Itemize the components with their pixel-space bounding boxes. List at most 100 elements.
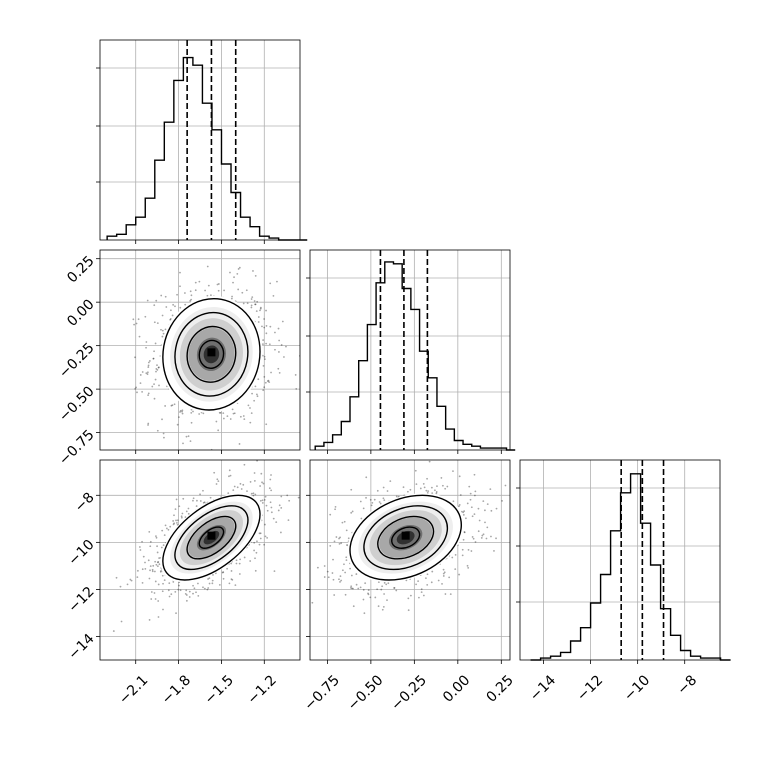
histogram-step (314, 261, 516, 451)
sample-point (214, 572, 217, 575)
sample-point (218, 411, 221, 414)
sample-point (250, 492, 253, 495)
sample-point (202, 501, 205, 504)
sample-point (333, 594, 336, 596)
sample-point (145, 346, 147, 349)
sample-point (231, 579, 234, 581)
sample-point (363, 612, 366, 615)
sample-point (164, 295, 167, 298)
sample-point (147, 364, 150, 367)
sample-point (246, 490, 248, 492)
sample-point (188, 596, 191, 598)
sample-point (217, 283, 220, 285)
sample-point (267, 379, 270, 382)
sample-point (332, 578, 335, 581)
sample-point (180, 516, 183, 519)
panel-background (100, 40, 300, 240)
sample-point (374, 596, 377, 599)
sample-point (259, 485, 262, 487)
sample-point (335, 536, 338, 538)
sample-point (233, 276, 235, 279)
sample-point (327, 576, 330, 579)
sample-point (278, 339, 281, 342)
sample-point (253, 541, 256, 544)
x-tick-label: −0.75 (301, 672, 343, 714)
sample-point (270, 506, 273, 509)
sample-point (250, 304, 253, 307)
sample-point (462, 511, 465, 514)
sample-point (415, 583, 417, 586)
sample-point (144, 561, 146, 564)
sample-point (294, 374, 297, 376)
sample-point (182, 497, 185, 500)
sample-point (367, 589, 370, 592)
sample-point (349, 586, 352, 589)
sample-point (351, 510, 354, 513)
sample-point (226, 567, 229, 570)
sample-point (195, 505, 198, 507)
sample-point (243, 556, 246, 559)
sample-point (350, 585, 353, 588)
sample-point (449, 593, 452, 596)
panel-content (112, 460, 300, 632)
sample-point (161, 329, 164, 332)
sample-point (210, 294, 212, 297)
sample-point (136, 576, 139, 578)
sample-point (230, 578, 233, 581)
contour-line (198, 339, 225, 369)
sample-point (272, 294, 275, 297)
contour-line (198, 526, 225, 549)
y-tick-label: 0.00 (64, 297, 97, 330)
sample-point (454, 553, 457, 556)
diagonal-panel-1 (306, 249, 516, 454)
sample-point (264, 495, 267, 498)
sample-point (367, 593, 370, 596)
sample-point (154, 560, 157, 563)
sample-point (287, 519, 290, 522)
sample-point (264, 381, 267, 384)
sample-point (157, 616, 160, 618)
sample-point (435, 492, 438, 495)
sample-point (237, 268, 240, 270)
sample-point (504, 484, 507, 487)
sample-point (178, 584, 180, 587)
sample-point (141, 540, 143, 543)
sample-point (269, 501, 272, 504)
sample-point (382, 605, 385, 608)
sample-point (162, 544, 165, 547)
sample-point (146, 299, 149, 302)
contour-line (174, 311, 249, 397)
sample-point (222, 577, 225, 580)
sample-point (383, 581, 386, 584)
sample-point (151, 570, 154, 573)
y-tick-label: −10 (65, 537, 97, 569)
sample-point (264, 523, 266, 526)
sample-point (243, 463, 246, 466)
sample-point (169, 318, 172, 321)
sample-point (184, 292, 186, 294)
sample-point (350, 574, 353, 577)
sample-point (467, 548, 470, 551)
sample-point (387, 582, 390, 585)
y-tick-label: −0.75 (56, 427, 98, 469)
sample-point (192, 410, 194, 413)
sample-point (160, 546, 163, 549)
x-tick-label: −0.25 (388, 672, 430, 714)
sample-point (364, 582, 367, 585)
sample-point (147, 422, 150, 425)
sample-point (179, 589, 182, 592)
sample-point (153, 383, 155, 386)
sample-point (256, 395, 259, 398)
sample-point (152, 357, 155, 360)
contour-line (174, 505, 249, 571)
sample-point (170, 404, 173, 407)
sample-point (240, 488, 243, 490)
sample-point (202, 586, 204, 589)
sample-point (179, 306, 182, 309)
sample-point (219, 411, 222, 414)
sample-point (386, 599, 388, 602)
sample-point (482, 533, 485, 536)
sample-point (443, 571, 446, 574)
y-tick-label: −8 (72, 490, 98, 516)
sample-point (139, 374, 142, 376)
